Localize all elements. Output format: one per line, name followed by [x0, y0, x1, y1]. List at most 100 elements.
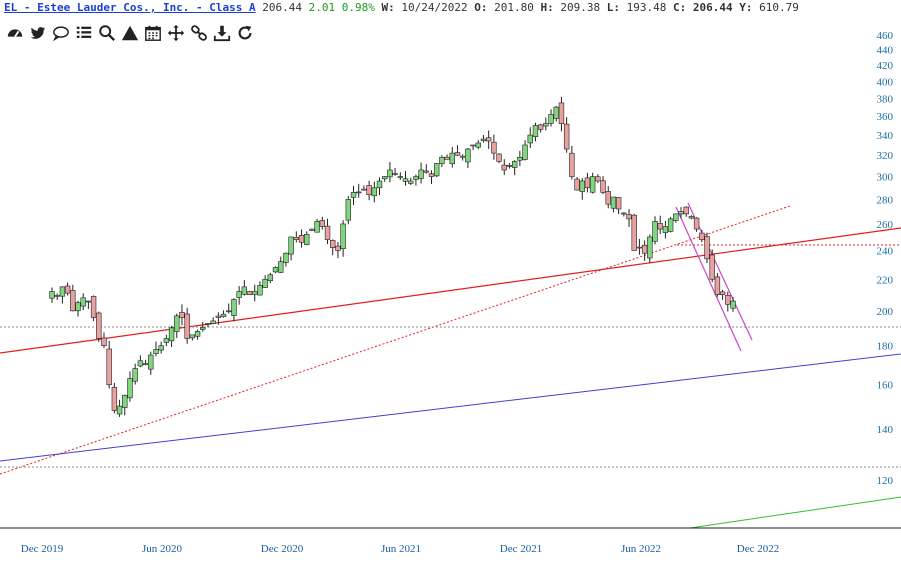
candle-body	[330, 240, 336, 249]
candle-body	[267, 274, 274, 282]
candle-body	[106, 348, 112, 386]
candle-body	[382, 176, 388, 180]
candle-body	[54, 295, 60, 297]
candle-body	[688, 216, 695, 219]
candle-body	[59, 286, 66, 297]
low-label: L:	[606, 1, 621, 14]
refresh-icon[interactable]	[234, 22, 256, 44]
week-value: 10/24/2022	[401, 1, 468, 14]
candle-body	[725, 295, 731, 305]
candle-body	[714, 276, 721, 295]
move-icon[interactable]	[165, 22, 187, 44]
y-tick-label: 320	[877, 150, 894, 162]
candle-body	[563, 123, 570, 150]
link-icon[interactable]	[188, 22, 210, 44]
candle-body	[699, 232, 705, 240]
x-tick-label: Dec 2019	[21, 543, 64, 555]
candle-body	[506, 165, 513, 167]
candle-body	[127, 378, 133, 399]
candle-body	[475, 142, 481, 148]
candle-body	[605, 191, 611, 205]
y-tick-label: 280	[877, 194, 894, 206]
candle-body	[85, 300, 92, 303]
candle-body	[64, 285, 71, 294]
x-tick-label: Dec 2021	[500, 543, 542, 555]
candle-body	[137, 360, 144, 367]
dashboard-icon[interactable]	[4, 22, 26, 44]
y-label: Y:	[739, 1, 753, 14]
y-tick-label: 380	[877, 93, 894, 105]
candle-body	[615, 197, 622, 210]
close-label: C:	[673, 1, 687, 14]
candle-body	[491, 141, 497, 154]
x-tick-label: Jun 2022	[621, 543, 661, 555]
y-tick-label: 400	[877, 76, 894, 88]
week-label: W:	[381, 1, 395, 14]
open-value: 201.80	[494, 1, 534, 14]
candle-body	[657, 223, 663, 230]
candle-body	[428, 173, 435, 177]
y-tick-label: 220	[877, 274, 894, 286]
candle-body	[142, 363, 149, 365]
candle-body	[122, 394, 128, 408]
y-tick-label: 200	[877, 306, 894, 318]
candle-body	[246, 291, 253, 295]
candle-body	[148, 354, 154, 370]
candle-body	[719, 291, 726, 295]
candle-body	[49, 291, 55, 299]
candle-body	[304, 233, 310, 245]
y-axis: 120 140 160 180 200 220 240 260 280 300 320 340 360 3…	[877, 30, 894, 487]
candlestick-series	[49, 96, 736, 417]
candle-body	[340, 223, 346, 249]
y-tick-label: 420	[877, 60, 894, 72]
x-axis: Dec 2019 Jun 2020 Dec 2020 Jun 2021 Dec 2021…	[21, 543, 779, 555]
candle-body	[210, 320, 216, 324]
candle-body	[402, 178, 409, 182]
comment-icon[interactable]	[50, 22, 72, 44]
candle-body	[111, 387, 118, 411]
candle-body	[335, 245, 341, 251]
candle-body	[465, 148, 471, 163]
candle-body	[231, 299, 237, 316]
candle-body	[392, 173, 398, 175]
candle-body	[314, 221, 320, 233]
candle-body	[262, 278, 268, 288]
alert-icon[interactable]	[119, 22, 141, 44]
candle-body	[574, 178, 580, 191]
candle-body	[101, 337, 107, 347]
calendar-icon[interactable]	[142, 22, 164, 44]
candle-body	[454, 152, 461, 156]
candle-body	[153, 349, 159, 354]
candle-body	[673, 213, 679, 221]
channel-line-lower	[675, 206, 742, 352]
candle-body	[324, 225, 331, 240]
candle-body	[595, 176, 601, 182]
candle-body	[543, 123, 549, 127]
candle-body	[184, 313, 190, 339]
search-icon[interactable]	[96, 22, 118, 44]
y-tick-label: 340	[877, 130, 894, 142]
candle-body	[272, 267, 279, 273]
twitter-icon[interactable]	[27, 22, 49, 44]
candle-body	[174, 315, 180, 332]
list-icon[interactable]	[73, 22, 95, 44]
symbol-link[interactable]: EL - Estee Lauder Cos., Inc. - Class A	[4, 1, 256, 14]
y-tick-label: 160	[877, 380, 894, 392]
candle-body	[641, 244, 648, 254]
candle-body	[397, 176, 403, 178]
candle-body	[439, 156, 445, 165]
x-tick-label: Jun 2020	[142, 543, 183, 555]
candle-body	[387, 169, 393, 178]
candle-body	[366, 185, 372, 196]
candle-body	[407, 180, 414, 184]
candle-body	[205, 323, 211, 325]
y-tick-label: 140	[877, 424, 894, 436]
download-icon[interactable]	[211, 22, 233, 44]
candle-body	[309, 228, 315, 231]
candle-body	[579, 180, 585, 192]
candle-body	[621, 212, 627, 215]
candle-body	[80, 297, 86, 307]
candle-body	[652, 221, 658, 242]
candle-body	[501, 164, 507, 171]
